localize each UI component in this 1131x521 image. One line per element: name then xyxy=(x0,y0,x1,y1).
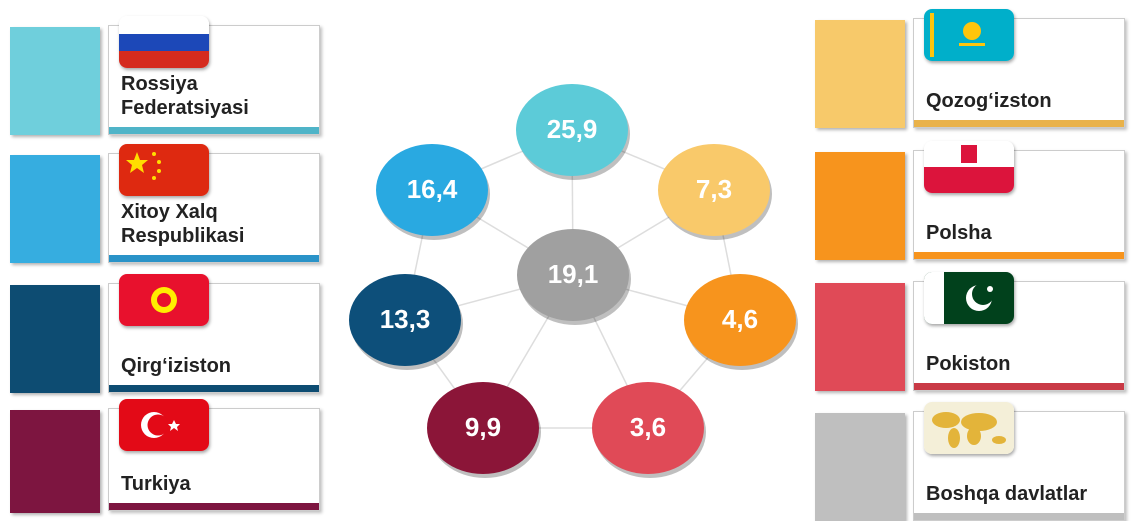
card-stripe xyxy=(109,503,319,510)
color-block xyxy=(815,20,905,128)
country-name: Xitoy Xalq Respublikasi xyxy=(121,201,245,247)
value-node-label: 7,3 xyxy=(696,174,732,204)
country-card: Pokiston xyxy=(913,272,1125,391)
value-node xyxy=(658,144,770,236)
color-block xyxy=(10,410,100,513)
color-block xyxy=(10,285,100,393)
country-card: Turkiya xyxy=(108,399,320,511)
card-stripe xyxy=(914,513,1124,520)
value-node-label: 16,4 xyxy=(407,174,458,204)
color-block xyxy=(10,155,100,263)
flag-image xyxy=(924,272,1014,324)
flag-image xyxy=(119,144,209,196)
center-node-label: 19,1 xyxy=(548,259,599,289)
value-node xyxy=(592,382,704,474)
country-name: Rossiya Federatsiyasi xyxy=(121,73,249,119)
country-name: Qirg‘iziston xyxy=(121,355,231,377)
country-name: Polsha xyxy=(926,222,992,244)
flag-image xyxy=(924,9,1014,61)
color-block xyxy=(815,152,905,260)
color-block xyxy=(815,413,905,521)
country-card: Polsha xyxy=(913,141,1125,260)
country-card: Qirg‘iziston xyxy=(108,274,320,393)
flag-image xyxy=(119,399,209,451)
card-stripe xyxy=(914,120,1124,127)
card-stripe xyxy=(914,383,1124,390)
value-node-label: 3,6 xyxy=(630,412,666,442)
country-card: Boshqa davlatlar xyxy=(913,402,1125,521)
value-node xyxy=(516,84,628,176)
value-node-label: 13,3 xyxy=(380,304,431,334)
country-card: Xitoy Xalq Respublikasi xyxy=(108,144,320,263)
country-name: Qozog‘izston xyxy=(926,90,1052,112)
country-name: Boshqa davlatlar xyxy=(926,483,1088,505)
value-node-label: 25,9 xyxy=(547,114,598,144)
country-name: Turkiya xyxy=(121,473,191,495)
flag xyxy=(119,399,209,451)
flag xyxy=(924,9,1014,61)
card-stripe xyxy=(109,255,319,262)
network: 19,1 25,9 7,3 4,6 3,6 9,9 13,3 16,4 xyxy=(349,84,798,478)
flag-image xyxy=(924,402,1014,454)
value-node-label: 9,9 xyxy=(465,412,501,442)
color-block xyxy=(10,27,100,135)
flag xyxy=(924,402,1014,454)
card-stripe xyxy=(109,127,319,134)
value-node xyxy=(427,382,539,474)
flag-image xyxy=(924,141,1014,193)
card-stripe xyxy=(109,385,319,392)
flag-image xyxy=(119,16,209,68)
country-name: Pokiston xyxy=(926,353,1011,375)
flag xyxy=(119,16,209,68)
flag xyxy=(119,144,209,196)
country-card: Rossiya Federatsiyasi xyxy=(108,16,320,135)
flag xyxy=(119,274,209,326)
card-stripe xyxy=(914,252,1124,259)
value-node xyxy=(376,144,488,236)
country-card: Qozog‘izston xyxy=(913,9,1125,128)
flag xyxy=(924,141,1014,193)
value-node xyxy=(684,274,796,366)
flag xyxy=(924,272,1014,324)
color-block xyxy=(815,283,905,391)
value-node-label: 4,6 xyxy=(722,304,758,334)
flag-image xyxy=(119,274,209,326)
center-node xyxy=(517,229,629,321)
value-node xyxy=(349,274,461,366)
